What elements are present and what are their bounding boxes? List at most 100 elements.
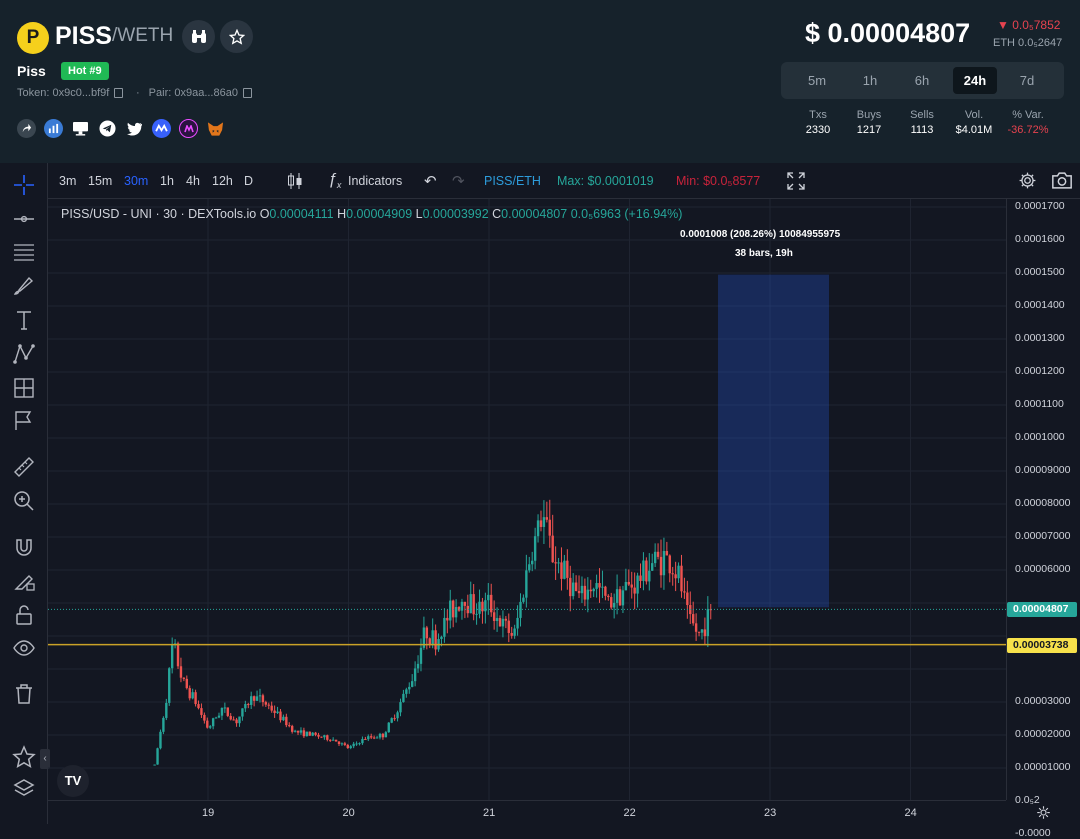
tradingview-logo[interactable]: TV (57, 765, 89, 797)
unlock-icon[interactable] (12, 603, 36, 627)
candle-body (487, 594, 490, 601)
trend-line-icon[interactable] (12, 207, 36, 231)
timeframe-1h[interactable]: 1h (862, 73, 878, 88)
timeframe-24h[interactable]: 24h (953, 67, 997, 94)
bullet-separator: · (136, 87, 140, 99)
candle-body (340, 743, 344, 745)
fullscreen-icon[interactable] (787, 172, 805, 190)
function-icon[interactable]: ƒx (328, 171, 342, 191)
candle-body (214, 717, 218, 719)
crosshair-icon[interactable] (12, 173, 36, 197)
candle-body (612, 602, 616, 608)
timeframe-6h[interactable]: 6h (914, 73, 930, 88)
pattern-icon[interactable] (12, 342, 36, 366)
star-icon (228, 28, 245, 45)
candle-body (381, 733, 385, 738)
candle-body (703, 629, 707, 637)
candle-body (610, 597, 613, 608)
layers-icon[interactable] (12, 777, 36, 801)
text-icon[interactable] (12, 308, 36, 332)
watchlist-icon[interactable] (179, 119, 198, 138)
interval-d[interactable]: D (244, 174, 254, 188)
copy-icon[interactable] (114, 88, 124, 98)
price-axis[interactable]: 0.0001700 0.0001600 0.0001500 0.0001400 0.00… (1006, 199, 1080, 839)
candle-body (545, 517, 549, 520)
copy-icon[interactable] (242, 88, 252, 98)
redo-icon[interactable]: ↷ (452, 173, 465, 190)
ruler-icon[interactable] (12, 455, 36, 479)
metamask-icon[interactable] (206, 119, 225, 138)
zoom-in-icon[interactable] (12, 489, 36, 513)
candle-body (378, 733, 382, 738)
candle-body (507, 620, 510, 633)
candle-body (683, 591, 686, 593)
token-address: Token: 0x9c0...bf9f (17, 87, 124, 99)
stat-buys: Buys 1217 (848, 109, 890, 136)
telegram-icon[interactable] (98, 119, 117, 138)
lock-drawing-icon[interactable] (12, 569, 36, 593)
flag-icon[interactable] (12, 409, 36, 433)
interval-12h[interactable]: 12h (212, 174, 233, 188)
prediction-icon[interactable] (12, 376, 36, 400)
share-icon[interactable] (17, 119, 36, 138)
brush-icon[interactable] (12, 274, 36, 298)
price-axis-label: 0.00006000 (1015, 563, 1071, 575)
favorites-star-icon[interactable] (12, 745, 36, 769)
hot-badge[interactable]: Hot #9 (61, 62, 109, 80)
interval-30m[interactable]: 30m (124, 174, 149, 188)
collapse-toolbar-button[interactable]: ‹ (40, 749, 50, 769)
binoculars-button[interactable] (182, 20, 215, 53)
twitter-icon[interactable] (125, 119, 144, 138)
stat-variation: % Var. -36.72% (1002, 109, 1054, 136)
interval-15m[interactable]: 15m (88, 174, 113, 188)
coinmarketcap-icon[interactable] (152, 119, 171, 138)
measure-range-box[interactable] (718, 274, 830, 608)
candle-body (574, 582, 578, 591)
price-chart[interactable] (48, 199, 1006, 800)
legend-high: 0.00004909 (346, 207, 413, 221)
timeframe-5m[interactable]: 5m (807, 73, 827, 88)
interval-3m[interactable]: 3m (59, 174, 77, 188)
candle-body (680, 565, 683, 592)
timeframe-7d[interactable]: 7d (1019, 73, 1035, 88)
pair-base-symbol: PISS (55, 22, 112, 50)
pair-label[interactable]: PISS/ETH (484, 174, 541, 188)
time-axis-label: 19 (202, 807, 215, 819)
candle-body (627, 581, 630, 585)
candle-body (533, 536, 537, 561)
indicators-button[interactable]: Indicators (348, 174, 403, 188)
camera-icon[interactable] (1051, 171, 1073, 190)
time-axis[interactable]: 19 20 21 22 23 24 (48, 800, 1006, 824)
candle-body (636, 575, 639, 594)
candle-body (419, 647, 423, 664)
candle-body (422, 627, 426, 648)
chart-icon[interactable] (44, 119, 63, 138)
settings-gear-icon[interactable] (1018, 171, 1037, 190)
candle-body (571, 582, 575, 597)
fib-lines-icon[interactable] (12, 240, 36, 264)
candle-body (615, 589, 619, 603)
interval-1h[interactable]: 1h (160, 174, 174, 188)
candle-body (677, 565, 680, 579)
candle-body (255, 696, 259, 701)
eye-icon[interactable] (12, 636, 36, 660)
candles-icon[interactable] (286, 172, 304, 190)
magnet-icon[interactable] (12, 536, 36, 560)
stat-value: -36.72% (1007, 124, 1049, 136)
candle-body (560, 562, 563, 579)
axis-settings-icon[interactable] (1036, 805, 1051, 820)
trash-icon[interactable] (12, 682, 36, 706)
monitor-icon[interactable] (71, 119, 90, 138)
candle-body (475, 613, 478, 615)
candle-body (361, 738, 364, 744)
candle-body (539, 520, 543, 527)
candle-body (700, 629, 704, 633)
legend-close-label: C (492, 207, 502, 221)
candle-body (258, 695, 262, 697)
favorite-button[interactable] (220, 20, 253, 53)
candle-body (668, 555, 671, 574)
undo-icon[interactable]: ↶ (424, 173, 437, 190)
candle-body (519, 601, 522, 618)
measure-label-bars: 38 bars, 19h (735, 248, 793, 259)
interval-4h[interactable]: 4h (186, 174, 200, 188)
